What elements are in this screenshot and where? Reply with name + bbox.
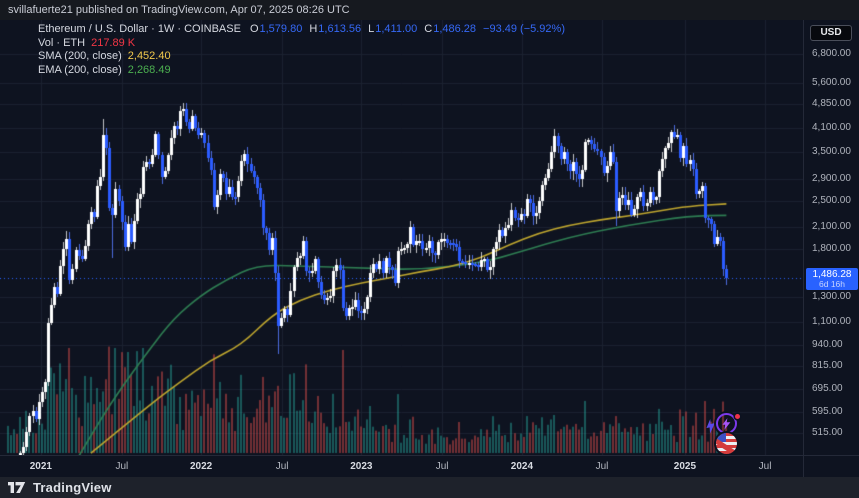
price-axis-label: 3,500.00 (812, 145, 851, 157)
legend-ema-row[interactable]: EMA (200, close) 2,268.49 (38, 64, 565, 78)
price-axis-label: 4,850.00 (812, 97, 851, 109)
red-dot-icon (735, 414, 740, 419)
volume-label: Vol · ETH (38, 36, 86, 49)
time-axis-label: 2023 (350, 461, 373, 472)
chart-panel: Ethereum / U.S. Dollar · 1W · COINBASE O1… (0, 20, 859, 477)
ema-value: 2,268.49 (127, 63, 171, 76)
price-axis-label: 515.00 (812, 427, 843, 439)
attribution-text: svillafuerte21 published on TradingView.… (8, 4, 350, 16)
sma-label: SMA (200, close) (38, 50, 122, 62)
ohlc-low: L1,411.00 (368, 23, 418, 35)
price-chart-canvas[interactable] (0, 20, 803, 455)
tradingview-wordmark[interactable]: TradingView (33, 480, 112, 495)
price-axis-label: 5,600.00 (812, 76, 851, 88)
ema-label: EMA (200, close) (38, 63, 122, 76)
price-axis-label: 2,100.00 (812, 220, 851, 232)
price-axis-label: 815.00 (812, 359, 843, 371)
price-axis-label: 1,800.00 (812, 243, 851, 255)
lightning-bolt-icon (704, 418, 719, 439)
price-axis-label: 595.00 (812, 406, 843, 418)
legend-sma-row[interactable]: SMA (200, close) 2,452.40 (38, 50, 565, 64)
price-axis-label: 1,300.00 (812, 291, 851, 303)
volume-value: 217.89 K (91, 36, 136, 49)
price-axis-label: 6,800.00 (812, 48, 851, 59)
bar-countdown: 6d 16h (819, 278, 845, 289)
ohlc-high: H1,613.56 (309, 23, 362, 35)
tradingview-logo-icon[interactable] (8, 481, 27, 494)
attribution-bar: svillafuerte21 published on TradingView.… (0, 0, 859, 20)
price-axis-label: 940.00 (812, 338, 843, 350)
bottom-bar: TradingView (0, 477, 859, 498)
time-axis-label: Jul (115, 461, 129, 472)
time-axis-label: Jul (435, 461, 449, 472)
time-axis-label: 2021 (29, 461, 52, 472)
currency-button[interactable]: USD (810, 25, 852, 41)
legend-volume-row[interactable]: Vol · ETH 217.89 K (38, 37, 565, 51)
ohlc-close: C1,486.28 (424, 23, 477, 35)
price-axis[interactable]: USD 1,486.28 6d 16h 6,800.00 5,600.00 4,85… (803, 20, 859, 477)
bolt-icon (722, 417, 731, 430)
time-axis-label: Jul (275, 461, 289, 472)
last-price-value: 1,486.28 (812, 268, 852, 280)
ohlc-open: O1,579.80 (249, 23, 303, 35)
legend: Ethereum / U.S. Dollar · 1W · COINBASE O1… (38, 23, 565, 77)
symbol-title: Ethereum / U.S. Dollar · 1W · COINBASE (38, 23, 241, 35)
legend-symbol-row[interactable]: Ethereum / U.S. Dollar · 1W · COINBASE O1… (38, 23, 565, 37)
last-price-label[interactable]: 1,486.28 6d 16h (806, 267, 858, 290)
time-axis-label: Jul (758, 461, 772, 472)
sma-value: 2,452.40 (127, 50, 171, 62)
time-axis-label: 2024 (510, 461, 534, 472)
chart-stickers (703, 410, 757, 460)
lightning-circle-sticker[interactable] (716, 413, 737, 434)
price-axis-label: 695.00 (812, 383, 843, 395)
price-axis-label: 2,500.00 (812, 195, 851, 207)
time-axis[interactable]: 2021 Jul 2022 Jul 2023 Jul 2024 Jul 2025 Jul (0, 455, 859, 477)
us-flag-strike-sticker[interactable] (716, 433, 737, 454)
time-axis-label: 2022 (189, 461, 213, 472)
price-axis-label: 4,100.00 (812, 122, 851, 134)
change-value: −93.49 (−5.92%) (483, 23, 565, 35)
flag-canton (716, 433, 726, 442)
price-axis-label: 2,900.00 (812, 173, 851, 185)
time-axis-label: Jul (595, 461, 609, 472)
time-axis-label: 2025 (673, 461, 697, 472)
price-axis-label: 1,100.00 (812, 315, 851, 327)
